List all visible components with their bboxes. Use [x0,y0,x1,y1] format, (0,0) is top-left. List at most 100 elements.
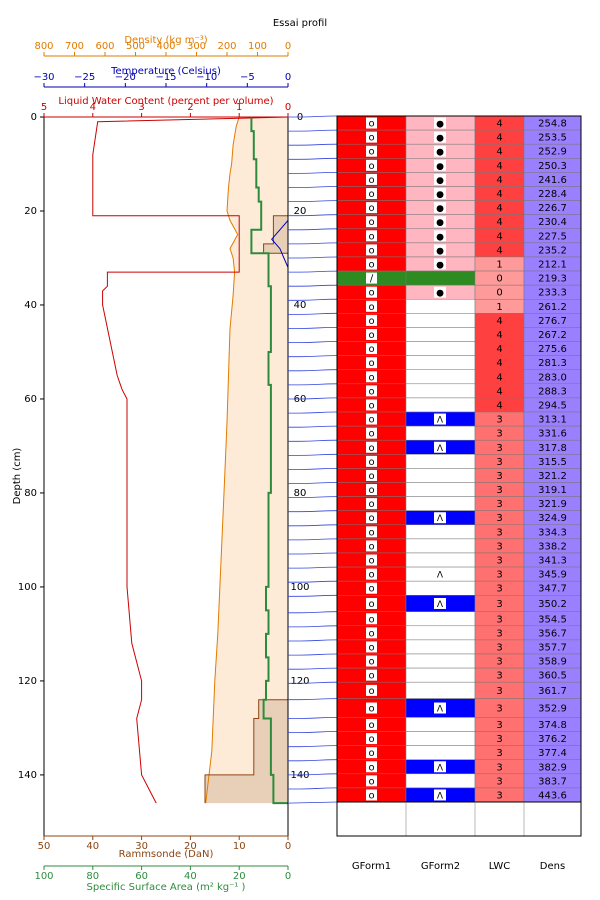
depth-tick-label: 140 [18,770,37,781]
gform1-symbol-box [366,300,377,312]
dens-value: 377.4 [538,748,567,759]
depth-tick-label-right: 140 [290,770,309,781]
lwc-value: 3 [496,499,502,510]
layer-connector [288,773,338,776]
lwc-value: 3 [496,704,502,715]
gform1-symbol-box [366,627,377,639]
lwc-value: 3 [496,443,502,454]
table-header-lwc: LWC [489,861,511,872]
gform2-cell [405,482,476,497]
gform1-symbol: o [368,527,374,538]
gform2-symbol: Λ [437,444,444,454]
table-header-dens: Dens [540,861,565,872]
density-fill [205,117,288,804]
gform1-symbol: o [368,316,374,327]
lwc-value: 4 [496,161,502,172]
density-tick-label: 800 [34,41,53,52]
dens-value: 374.8 [538,720,567,731]
lwc-tick-label: 2 [187,102,193,113]
layer-connector [288,731,338,733]
gform2-cell [405,625,476,641]
gform2-cell [405,383,476,399]
lwc-value: 3 [496,628,502,639]
density-tick-label: 700 [65,41,84,52]
dens-value: 288.3 [538,386,567,397]
gform1-symbol: ∕ [370,274,374,285]
depth-tick-label-right: 0 [297,112,303,123]
dens-value: 317.8 [538,443,567,454]
lwc-value: 3 [496,429,502,440]
lwc-value: 4 [496,119,502,130]
gform1-symbol: o [368,245,374,256]
gform2-symbol-box [434,568,446,580]
lwc-value: 3 [496,457,502,468]
gform1-symbol-box [366,554,377,566]
lwc-value: 1 [496,260,502,271]
gform1-symbol: o [368,302,374,313]
gform2-cell [405,355,476,370]
layer-connector [288,580,338,583]
gform1-symbol: o [368,330,374,341]
depth-tick-label: 120 [18,676,37,687]
gform1-symbol-box [366,789,377,801]
dens-value: 212.1 [538,260,567,271]
gform2-symbol: Λ [437,571,444,581]
gform2-cell [405,653,476,669]
ramm-tick-label: 10 [233,841,246,852]
gform2-symbol: Λ [437,791,444,801]
gform1-symbol-box [366,258,377,270]
dens-value: 324.9 [538,513,567,524]
dens-value: 350.2 [538,599,567,610]
layer-connector [288,312,338,315]
dens-value: 233.3 [538,288,567,299]
dens-value: 354.5 [538,614,567,625]
depth-axis-label: Depth (cm) [12,448,23,505]
dens-value: 376.2 [538,734,567,745]
depth-tick-label-right: 60 [294,394,307,405]
dens-value: 341.3 [538,556,567,567]
dens-value: 319.1 [538,485,567,496]
layer-connector [288,625,338,628]
gform1-symbol: o [368,175,374,186]
dens-value: 338.2 [538,541,567,552]
lwc-value: 4 [496,203,502,214]
gform2-symbol: ● [436,289,444,299]
lwc-value: 3 [496,584,502,595]
gform2-symbol: ● [436,218,444,228]
gform1-symbol-box [366,343,377,355]
gform1-symbol-box [366,244,377,256]
gform2-symbol-box [434,761,446,773]
density-tick-label: 0 [285,41,291,52]
gform2-cell [405,611,476,627]
layer-connector [288,566,338,569]
gform2-symbol-box [434,258,446,270]
gform2-symbol-box [434,188,446,200]
gform2-cell [405,496,476,511]
lwc-value: 4 [496,316,502,327]
gform1-symbol: o [368,147,374,158]
gform1-symbol-box [366,526,377,538]
gform1-symbol: o [368,584,374,595]
lwc-value: 3 [496,485,502,496]
gform1-symbol-box [366,314,377,326]
gform1-symbol-box [366,469,377,481]
layer-connector [288,538,338,541]
lwc-value: 3 [496,762,502,773]
gform1-symbol: o [368,734,374,745]
gform1-symbol: o [368,119,374,130]
gform1-symbol-box [366,427,377,439]
layer-connector [288,172,338,174]
dens-value: 361.7 [538,686,567,697]
gform1-symbol: o [368,344,374,355]
depth-tick-label-right: 40 [294,300,307,311]
gform2-cell [405,454,476,469]
lwc-value: 3 [496,720,502,731]
lwc-value: 3 [496,790,502,801]
gform2-symbol: Λ [437,705,444,715]
layer-connector [288,698,338,701]
dens-value: 267.2 [538,330,567,341]
dens-value: 360.5 [538,671,567,682]
dens-value: 357.7 [538,642,567,653]
dens-value: 253.5 [538,133,567,144]
ssa-tick-label: 80 [86,871,99,882]
